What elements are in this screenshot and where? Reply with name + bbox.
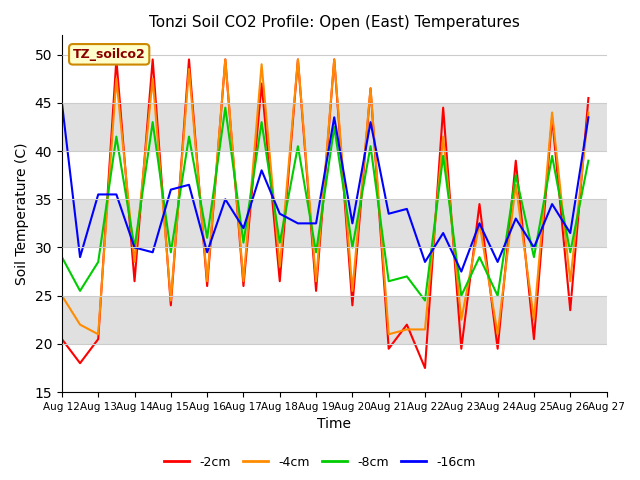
Bar bbox=[62, 296, 607, 344]
Text: TZ_soilco2: TZ_soilco2 bbox=[73, 48, 145, 61]
Bar bbox=[62, 103, 607, 151]
Bar bbox=[62, 199, 607, 248]
Y-axis label: Soil Temperature (C): Soil Temperature (C) bbox=[15, 143, 29, 285]
X-axis label: Time: Time bbox=[317, 418, 351, 432]
Legend: -2cm, -4cm, -8cm, -16cm: -2cm, -4cm, -8cm, -16cm bbox=[159, 451, 481, 474]
Title: Tonzi Soil CO2 Profile: Open (East) Temperatures: Tonzi Soil CO2 Profile: Open (East) Temp… bbox=[148, 15, 520, 30]
